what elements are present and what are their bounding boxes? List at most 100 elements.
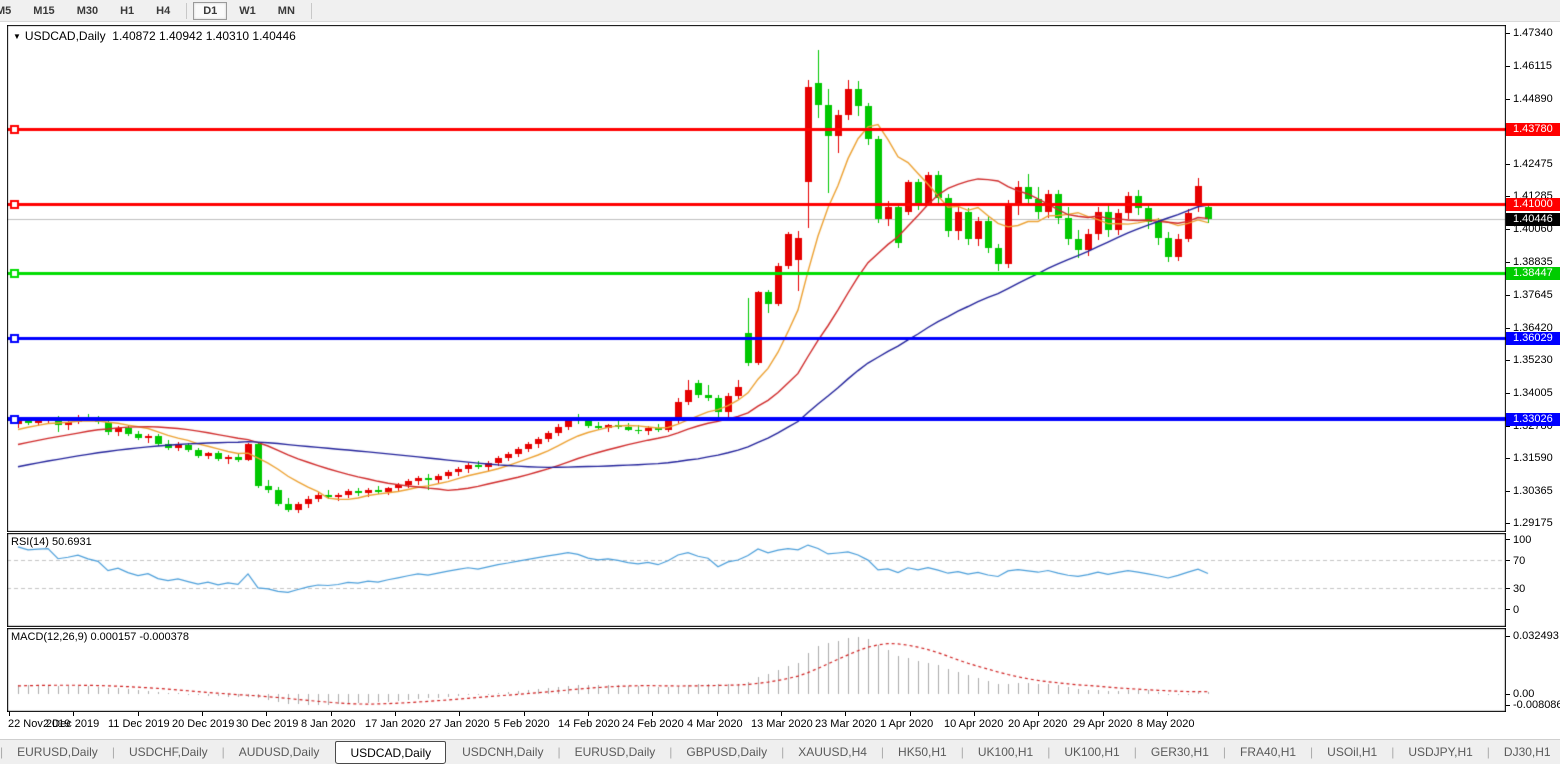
date-label: 24 Feb 2020 — [622, 718, 684, 730]
macd-canvas[interactable] — [7, 628, 1506, 712]
date-tick-mark — [588, 712, 589, 716]
tab-separator: | — [111, 745, 115, 759]
tab-separator: | — [669, 745, 673, 759]
date-tick-mark — [73, 712, 74, 716]
rsi-indicator-label: RSI(14) 50.6931 — [11, 536, 92, 548]
macd-indicator-label: MACD(12,26,9) 0.000157 -0.000378 — [11, 631, 189, 643]
chart-tab-usdcnh-daily[interactable]: USDCNH,Daily — [462, 745, 544, 759]
date-label: 8 Jan 2020 — [301, 718, 356, 730]
price-tick-label: 1.30365 — [1513, 485, 1553, 497]
rsi-axis-label: 0 — [1513, 604, 1520, 616]
tab-separator: | — [781, 745, 785, 759]
macd-tick-mark — [1506, 636, 1510, 637]
chart-tab-usoil-h1[interactable]: USOil,H1 — [1327, 745, 1378, 759]
date-label: 10 Apr 2020 — [944, 718, 1004, 730]
chart-tab-uk100-h1[interactable]: UK100,H1 — [977, 745, 1034, 759]
chart-tab-usdcad-daily[interactable]: USDCAD,Daily — [335, 741, 447, 764]
chart-symbol-period: USDCAD,Daily — [24, 29, 106, 43]
chart-tab-audusd-daily[interactable]: AUDUSD,Daily — [238, 745, 320, 759]
date-tick-mark — [395, 712, 396, 716]
date-tick-mark — [331, 712, 332, 716]
price-level-label: 1.33026 — [1506, 413, 1560, 426]
tab-separator: | — [1486, 745, 1490, 759]
chart-tab-hk50-h1[interactable]: HK50,H1 — [898, 745, 947, 759]
chart-tab-dj30-h1[interactable]: DJ30,H1 — [1503, 745, 1551, 759]
main-chart-canvas[interactable] — [7, 25, 1506, 532]
date-tick-mark — [781, 712, 782, 716]
chart-tab-bar: | EURUSD,Daily | USDCHF,Daily | AUDUSD,Daily U… — [0, 739, 1560, 764]
rsi-tick-mark — [1506, 609, 1510, 610]
date-tick-mark — [202, 712, 203, 716]
macd-axis-label: 0.032493 — [1513, 630, 1559, 642]
price-tick-label: 1.31590 — [1513, 452, 1553, 464]
price-tick-label: 1.42475 — [1513, 158, 1553, 170]
tab-separator: | — [1047, 745, 1051, 759]
chart-tab-usdjpy-h1[interactable]: USDJPY,H1 — [1408, 745, 1473, 759]
price-tick-label: 1.29175 — [1513, 517, 1553, 529]
price-level-label: 1.38447 — [1506, 267, 1560, 280]
tab-separator: | — [880, 745, 885, 759]
date-label: 14 Feb 2020 — [558, 718, 620, 730]
price-tick-mark — [1506, 426, 1510, 427]
date-tick-mark — [1038, 712, 1039, 716]
date-tick-mark — [974, 712, 975, 716]
rsi-canvas[interactable] — [7, 533, 1506, 627]
date-tick-mark — [717, 712, 718, 716]
price-level-label: 1.36029 — [1506, 332, 1560, 345]
date-label: 11 Dec 2019 — [108, 718, 170, 730]
symbol-dropdown-icon[interactable]: ▼ — [13, 32, 21, 41]
toolbar-separator — [310, 2, 312, 19]
rsi-tick-mark — [1506, 560, 1510, 561]
timeframe-button-m15[interactable]: M15 — [33, 4, 55, 17]
timeframe-button-m30[interactable]: M30 — [76, 4, 99, 17]
timeframe-button-w1[interactable]: W1 — [239, 4, 256, 17]
chart-window: ▼ USDCAD,Daily 1.40872 1.40942 1.40310 1.… — [7, 25, 1560, 734]
chart-tab-usdchf-daily[interactable]: USDCHF,Daily — [128, 745, 208, 759]
chart-tab-eurusd-daily[interactable]: EURUSD,Daily — [574, 745, 656, 759]
date-label: 17 Jan 2020 — [365, 718, 426, 730]
date-label: 2 Dec 2019 — [43, 718, 100, 730]
tab-separator: | — [1133, 745, 1137, 759]
date-tick-mark — [266, 712, 267, 716]
price-tick-label: 1.40060 — [1513, 223, 1553, 235]
tab-separator: | — [0, 745, 4, 759]
chart-tab-gbpusd-daily[interactable]: GBPUSD,Daily — [686, 745, 768, 759]
timeframe-button-h1[interactable]: H1 — [120, 4, 135, 17]
tab-separator: | — [221, 745, 225, 759]
timeframe-button-d1[interactable]: D1 — [193, 1, 228, 20]
tab-separator: | — [557, 745, 561, 759]
timeframe-button-h4[interactable]: H4 — [156, 4, 171, 17]
price-level-label: 1.43780 — [1506, 123, 1560, 136]
date-tick-mark — [1103, 712, 1104, 716]
price-tick-label: 1.44890 — [1513, 93, 1553, 105]
chart-tab-ger30-h1[interactable]: GER30,H1 — [1150, 745, 1209, 759]
price-tick-mark — [1506, 66, 1510, 67]
tab-separator: | — [1391, 745, 1395, 759]
rsi-tick-mark — [1506, 539, 1510, 540]
macd-axis-label: -0.008086 — [1513, 699, 1560, 711]
price-tick-mark — [1506, 328, 1510, 329]
chart-tab-eurusd-daily[interactable]: EURUSD,Daily — [17, 745, 98, 759]
timeframe-button-m5[interactable]: M5 — [0, 4, 12, 17]
macd-tick-mark — [1506, 694, 1510, 695]
rsi-axis-label: 70 — [1513, 555, 1526, 567]
date-axis[interactable]: 22 Nov 2019 2 Dec 2019 11 Dec 2019 20 Dec 2… — [7, 712, 1560, 734]
date-label: 20 Apr 2020 — [1008, 718, 1068, 730]
toolbar-separator — [186, 2, 188, 19]
price-tick-mark — [1506, 360, 1510, 361]
chart-tab-uk100-h1[interactable]: UK100,H1 — [1064, 745, 1120, 759]
price-axis[interactable]: 1.47340 1.46115 1.44890 1.42475 1.41285 1.400… — [1506, 25, 1560, 712]
macd-pane: MACD(12,26,9) 0.000157 -0.000378 — [7, 628, 1506, 712]
price-tick-label: 1.46115 — [1513, 60, 1552, 72]
chart-title: ▼ USDCAD,Daily 1.40872 1.40942 1.40310 1.… — [13, 29, 296, 43]
timeframe-button-mn[interactable]: MN — [277, 4, 295, 17]
rsi-tick-mark — [1506, 588, 1510, 589]
timeframe-toolbar: M5 M15 M30 H1 H4 D1 W1 MN — [0, 0, 1560, 22]
chart-tab-fra40-h1[interactable]: FRA40,H1 — [1240, 745, 1297, 759]
chart-tab-xauusd-h4[interactable]: XAUUSD,H4 — [798, 745, 867, 759]
main-price-pane: ▼ USDCAD,Daily 1.40872 1.40942 1.40310 1.… — [7, 25, 1506, 532]
tab-separator: | — [960, 745, 964, 759]
price-tick-mark — [1506, 196, 1510, 197]
price-tick-mark — [1506, 491, 1510, 492]
price-tick-label: 1.34005 — [1513, 387, 1553, 399]
